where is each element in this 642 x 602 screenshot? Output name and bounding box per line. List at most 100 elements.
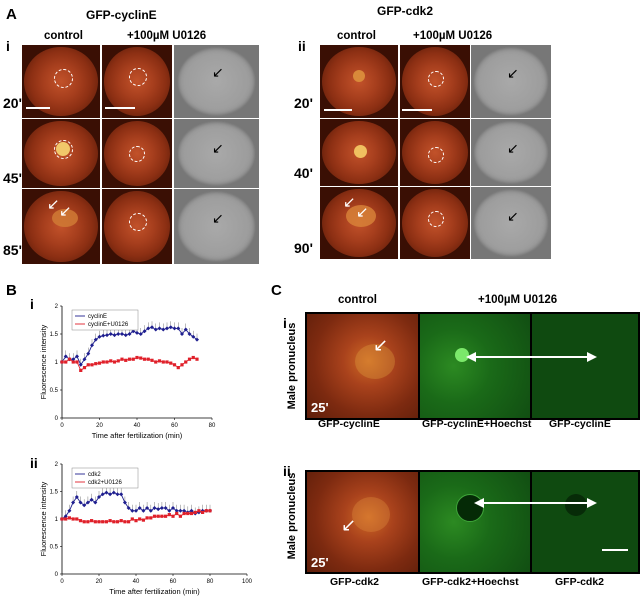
x-tick-label: 60 [171,423,178,429]
data-point [67,357,72,361]
data-point [123,520,127,524]
data-point [104,490,109,495]
data-point [75,360,79,364]
legend-entry: cdk2 [88,472,101,478]
data-point [161,360,165,364]
data-point [150,358,154,362]
data-point [82,503,87,508]
embryo-image [102,45,172,118]
col-header-control: control [338,294,377,306]
pronucleus-spot [354,145,367,158]
data-point [109,359,113,363]
data-point [71,360,75,364]
embryo-image [400,119,470,186]
data-point [75,517,79,521]
data-point [176,326,181,331]
data-point [127,520,131,524]
arrow-icon: ↙ [507,140,519,156]
panel-a-ii-label: ii [298,38,306,54]
caption: GFP-cdk2 [555,576,605,588]
arrow-icon: ↙ [341,515,357,535]
embryo-image [22,45,100,118]
data-point [67,508,72,513]
data-point [191,355,195,360]
data-point [101,520,105,524]
data-point [138,517,142,521]
time-label: 45' [3,170,22,186]
legend-entry: cdk2+U0126 [88,480,123,486]
data-point [115,492,120,497]
time-label: 90' [294,240,313,256]
arrow-icon: ↙ [212,140,224,156]
data-point [60,360,64,364]
data-point [115,520,120,524]
arrow-icon: ↙ [356,204,369,221]
male-pronucleus-spot [352,497,390,532]
embryo-image [400,187,470,259]
data-point [138,332,143,336]
data-point [175,511,179,516]
data-point [64,517,68,521]
data-point [197,509,201,513]
scale-bar [402,109,432,111]
x-tick-label: 40 [134,423,141,429]
data-point [90,343,94,348]
data-point [180,332,184,336]
arrow-icon: ↙ [507,208,519,224]
data-point [153,327,158,332]
data-point [85,500,90,505]
data-point [123,333,128,338]
pronucleus-spot [52,209,78,227]
data-point [78,362,83,367]
data-point [146,326,151,331]
embryo-image [22,119,100,188]
data-point [112,333,117,338]
data-point [86,520,90,524]
legend-box [71,309,139,331]
data-point [78,500,83,505]
embryo-image: ↙ ↙ [320,187,398,259]
caption: GFP-cyclinE [549,418,611,430]
data-point [104,520,108,524]
panel-b-ii-label: ii [30,455,38,471]
data-point [111,490,116,495]
time-label: 85' [3,242,22,258]
data-point [145,506,150,510]
data-point [108,492,113,497]
row-label-male-pronucleus: Male pronucleus [286,322,298,410]
y-tick-label: 0.5 [50,388,59,394]
data-point [97,495,101,499]
data-point [195,337,199,342]
data-point [119,519,123,523]
data-point [156,507,161,512]
x-tick-label: 100 [242,579,253,585]
data-point [137,506,142,510]
data-point [172,326,177,331]
data-point [187,332,192,336]
legend-box [71,467,139,489]
x-axis-label: Time after fertilization (min) [109,587,200,596]
data-point [150,325,154,330]
male-pronucleus-outline [54,69,73,88]
brightfield-image: ↙ [471,45,551,118]
data-point [189,508,194,513]
data-point [108,519,112,523]
row-label-male-pronucleus: Male pronucleus [286,472,298,560]
col-header-treatment: +100µM U0126 [478,294,558,306]
caption: GFP-cyclinE [318,418,380,430]
data-point [168,325,173,330]
data-point [187,357,192,361]
brightfield-image: ↙ [174,45,259,118]
data-point [71,357,76,362]
data-point [171,514,175,518]
data-point [167,513,171,517]
cyclinE-image [530,312,640,420]
arrow-icon: ↙ [59,203,72,220]
data-point [178,508,183,513]
x-tick-label: 20 [96,423,103,429]
y-tick-label: 0 [55,572,59,578]
data-point [141,518,145,522]
male-pronucleus-outline [129,146,145,162]
data-point [180,363,184,367]
y-tick-label: 0 [55,416,59,422]
